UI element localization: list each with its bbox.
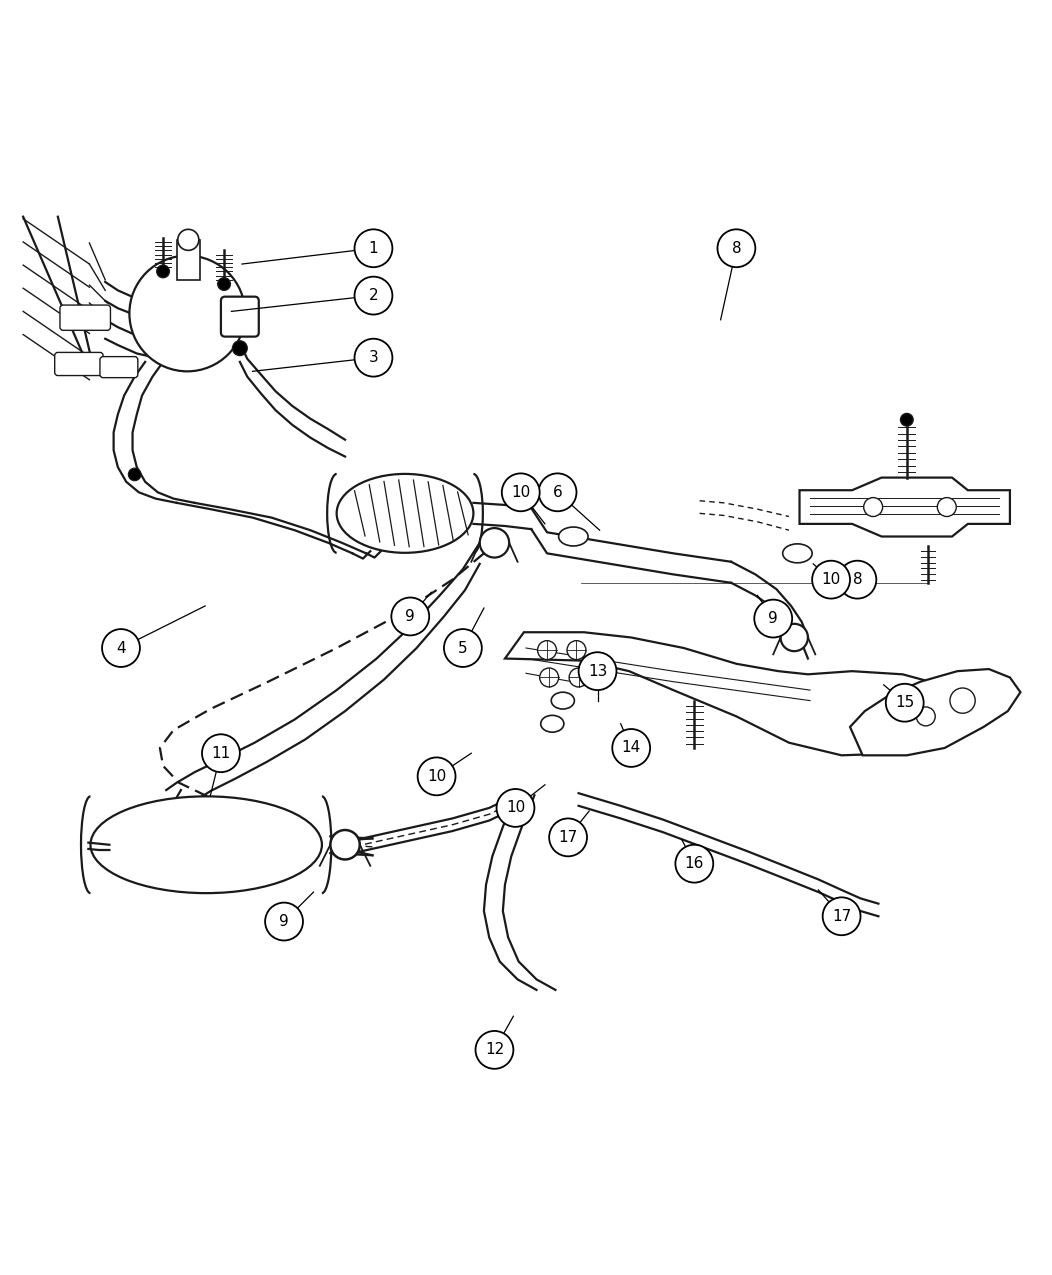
Text: 1: 1 bbox=[368, 241, 379, 256]
Circle shape bbox=[497, 789, 534, 827]
Text: 9: 9 bbox=[279, 914, 289, 929]
Text: 9: 9 bbox=[405, 609, 416, 623]
Text: 6: 6 bbox=[552, 484, 563, 500]
Circle shape bbox=[675, 845, 713, 882]
Text: 10: 10 bbox=[511, 484, 530, 500]
Circle shape bbox=[812, 561, 850, 598]
Text: 15: 15 bbox=[895, 695, 914, 710]
Circle shape bbox=[129, 255, 245, 371]
Polygon shape bbox=[850, 669, 1020, 755]
Text: 3: 3 bbox=[368, 351, 379, 365]
Circle shape bbox=[355, 277, 392, 315]
Circle shape bbox=[569, 668, 588, 687]
FancyBboxPatch shape bbox=[55, 352, 103, 376]
Polygon shape bbox=[800, 478, 1010, 537]
Text: 2: 2 bbox=[368, 288, 379, 303]
Circle shape bbox=[391, 598, 429, 635]
FancyBboxPatch shape bbox=[60, 305, 110, 330]
Circle shape bbox=[128, 468, 141, 481]
Polygon shape bbox=[505, 632, 968, 755]
Text: 13: 13 bbox=[588, 664, 607, 678]
Circle shape bbox=[612, 729, 650, 766]
Circle shape bbox=[157, 265, 169, 278]
Circle shape bbox=[539, 473, 576, 511]
Circle shape bbox=[937, 497, 956, 516]
Text: 12: 12 bbox=[485, 1043, 504, 1057]
Circle shape bbox=[549, 819, 587, 857]
Text: 14: 14 bbox=[622, 741, 641, 756]
Circle shape bbox=[781, 623, 808, 652]
Circle shape bbox=[567, 640, 586, 659]
Text: 10: 10 bbox=[506, 801, 525, 816]
Circle shape bbox=[901, 413, 913, 426]
Circle shape bbox=[178, 230, 199, 250]
Text: 9: 9 bbox=[768, 611, 778, 626]
Circle shape bbox=[102, 629, 140, 667]
Circle shape bbox=[476, 1031, 513, 1068]
Ellipse shape bbox=[559, 527, 588, 546]
Ellipse shape bbox=[551, 692, 574, 709]
FancyBboxPatch shape bbox=[221, 297, 259, 337]
Circle shape bbox=[232, 340, 247, 356]
Ellipse shape bbox=[541, 715, 564, 732]
Circle shape bbox=[444, 629, 482, 667]
Text: 4: 4 bbox=[116, 640, 126, 655]
Circle shape bbox=[355, 230, 392, 268]
Circle shape bbox=[823, 898, 861, 936]
Text: 10: 10 bbox=[427, 769, 446, 784]
Circle shape bbox=[886, 683, 924, 722]
Circle shape bbox=[838, 561, 876, 598]
Circle shape bbox=[218, 278, 230, 291]
Text: 16: 16 bbox=[685, 857, 704, 871]
Text: 11: 11 bbox=[211, 746, 230, 761]
Circle shape bbox=[480, 528, 509, 557]
Circle shape bbox=[916, 706, 935, 725]
Text: 17: 17 bbox=[559, 830, 578, 845]
Text: 17: 17 bbox=[832, 909, 851, 924]
Circle shape bbox=[540, 668, 559, 687]
Text: 10: 10 bbox=[822, 572, 841, 588]
Circle shape bbox=[355, 339, 392, 376]
Circle shape bbox=[502, 473, 540, 511]
Text: 8: 8 bbox=[852, 572, 863, 588]
Circle shape bbox=[202, 734, 240, 773]
Bar bbox=[177, 240, 200, 279]
Circle shape bbox=[330, 830, 360, 859]
Circle shape bbox=[754, 599, 792, 638]
Text: 8: 8 bbox=[731, 241, 742, 256]
Circle shape bbox=[717, 230, 755, 268]
Circle shape bbox=[864, 497, 883, 516]
FancyBboxPatch shape bbox=[100, 357, 138, 377]
Text: 5: 5 bbox=[458, 640, 468, 655]
Ellipse shape bbox=[783, 544, 812, 562]
Circle shape bbox=[950, 688, 975, 713]
Circle shape bbox=[538, 640, 557, 659]
Circle shape bbox=[265, 903, 303, 941]
Circle shape bbox=[579, 653, 616, 690]
Ellipse shape bbox=[90, 797, 322, 892]
Circle shape bbox=[418, 757, 456, 796]
Ellipse shape bbox=[337, 474, 473, 553]
